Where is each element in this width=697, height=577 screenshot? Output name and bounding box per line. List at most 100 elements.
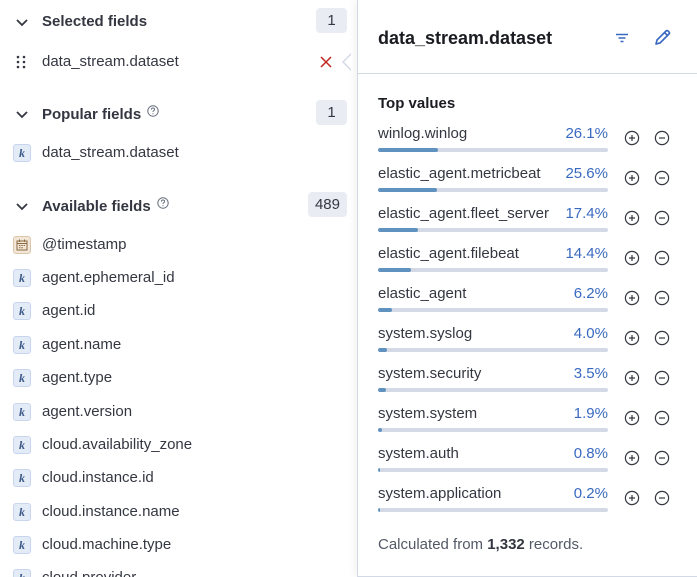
plus-in-circle-icon[interactable] (624, 330, 640, 346)
popular-fields-header[interactable]: Popular fields 1 (0, 100, 357, 130)
minus-in-circle-icon[interactable] (654, 490, 670, 506)
records-count: 1,332 (487, 536, 525, 553)
field-details-popover: data_stream.dataset Top values winlog.wi… (357, 0, 697, 577)
plus-in-circle-icon[interactable] (624, 210, 640, 226)
available-field-name[interactable]: agent.name (42, 336, 122, 353)
keyword-type-icon: k (13, 369, 31, 387)
top-value-percent: 6.2% (573, 285, 608, 302)
available-field-row[interactable]: k agent.version (0, 397, 357, 427)
available-field-name[interactable]: cloud.instance.id (42, 469, 154, 486)
top-value-label: elastic_agent.filebeat (378, 245, 519, 262)
top-value-bar-track (378, 268, 608, 272)
available-field-name[interactable]: agent.ephemeral_id (42, 269, 175, 286)
available-field-name[interactable]: cloud.machine.type (42, 536, 172, 553)
top-value-label: elastic_agent.fleet_server (378, 205, 549, 222)
available-field-row[interactable]: k agent.ephemeral_id (0, 263, 357, 293)
top-value-label: system.syslog (378, 325, 473, 342)
top-value-percent: 3.5% (573, 365, 608, 382)
available-field-row[interactable]: k cloud.availability_zone (0, 430, 357, 460)
records-summary-prefix: Calculated from (378, 536, 488, 553)
available-field-row[interactable]: k cloud.provider (0, 563, 357, 577)
popover-arrow-inner (344, 54, 352, 70)
available-field-name[interactable]: agent.id (42, 302, 96, 319)
chevron-down-icon[interactable] (14, 14, 30, 30)
chevron-down-icon[interactable] (14, 106, 30, 122)
top-value-bar-fill (378, 468, 380, 472)
top-value-bar-track (378, 188, 608, 192)
keyword-type-icon: k (13, 536, 31, 554)
drag-handle-icon[interactable] (15, 54, 27, 70)
top-value-percent: 4.0% (573, 325, 608, 342)
minus-in-circle-icon[interactable] (654, 210, 670, 226)
minus-in-circle-icon[interactable] (654, 450, 670, 466)
minus-in-circle-icon[interactable] (654, 250, 670, 266)
keyword-type-icon: k (13, 569, 31, 577)
available-field-name[interactable]: @timestamp (42, 236, 127, 253)
minus-in-circle-icon[interactable] (654, 170, 670, 186)
minus-in-circle-icon[interactable] (654, 130, 670, 146)
chevron-down-icon[interactable] (14, 198, 30, 214)
plus-in-circle-icon[interactable] (624, 290, 640, 306)
keyword-type-icon: k (13, 503, 31, 521)
selected-field-name[interactable]: data_stream.dataset (42, 53, 179, 70)
plus-in-circle-icon[interactable] (624, 130, 640, 146)
minus-in-circle-icon[interactable] (654, 330, 670, 346)
available-field-name[interactable]: cloud.provider (42, 569, 136, 577)
available-field-row[interactable]: k cloud.instance.name (0, 497, 357, 527)
selected-fields-count-badge: 1 (316, 8, 347, 33)
available-fields-title-text: Available fields (42, 198, 151, 215)
plus-in-circle-icon[interactable] (624, 370, 640, 386)
field-list-sidebar: Selected fields 1 data_stream.dataset Po… (0, 8, 357, 577)
available-field-name[interactable]: cloud.availability_zone (42, 436, 193, 453)
available-fields-header[interactable]: Available fields 489 (0, 192, 357, 222)
filter-icon[interactable] (614, 30, 630, 46)
calendar-icon (13, 236, 31, 254)
minus-in-circle-icon[interactable] (654, 410, 670, 426)
keyword-type-icon: k (13, 436, 31, 454)
available-field-row[interactable]: k agent.id (0, 296, 357, 326)
plus-in-circle-icon[interactable] (624, 170, 640, 186)
plus-in-circle-icon[interactable] (624, 490, 640, 506)
top-value-bar-track (378, 348, 608, 352)
top-value-bar-track (378, 468, 608, 472)
top-values-title: Top values (378, 95, 456, 112)
available-field-name[interactable]: agent.version (42, 403, 133, 420)
pencil-icon[interactable] (652, 28, 672, 48)
minus-in-circle-icon[interactable] (654, 290, 670, 306)
cross-icon[interactable] (318, 54, 334, 70)
top-value-bar-fill (378, 388, 387, 392)
top-value-row: elastic_agent.metricbeat 25.6% (378, 165, 697, 205)
popover-footer: Calculated from 1,332 records. (358, 521, 697, 577)
minus-in-circle-icon[interactable] (654, 370, 670, 386)
selected-field-row[interactable]: data_stream.dataset (0, 47, 357, 77)
top-value-row: system.security 3.5% (378, 365, 697, 405)
available-field-row[interactable]: k agent.name (0, 330, 357, 360)
popular-field-name[interactable]: data_stream.dataset (42, 144, 179, 161)
top-value-bar-track (378, 508, 608, 512)
selected-fields-header[interactable]: Selected fields 1 (0, 8, 357, 38)
top-value-bar-track (378, 228, 608, 232)
top-value-label: system.system (378, 405, 478, 422)
available-field-row[interactable]: k agent.type (0, 363, 357, 393)
available-field-name[interactable]: cloud.instance.name (42, 503, 180, 520)
keyword-type-icon: k (13, 144, 31, 162)
top-value-percent: 26.1% (565, 125, 608, 142)
top-value-bar-fill (378, 148, 439, 152)
plus-in-circle-icon[interactable] (624, 250, 640, 266)
popover-title: data_stream.dataset (378, 28, 553, 48)
available-fields-count-badge: 489 (307, 192, 347, 217)
popover-header: data_stream.dataset (358, 0, 697, 74)
plus-in-circle-icon[interactable] (624, 450, 640, 466)
available-field-row[interactable]: k cloud.instance.id (0, 463, 357, 493)
top-value-percent: 1.9% (573, 405, 608, 422)
available-field-row[interactable]: @timestamp (0, 230, 357, 260)
top-value-row: elastic_agent.filebeat 14.4% (378, 245, 697, 285)
question-circle-icon[interactable] (156, 197, 169, 209)
available-field-row[interactable]: k cloud.machine.type (0, 530, 357, 560)
top-value-label: winlog.winlog (378, 125, 468, 142)
popular-field-row[interactable]: k data_stream.dataset (0, 138, 357, 168)
keyword-type-icon: k (13, 302, 31, 320)
question-circle-icon[interactable] (147, 105, 159, 117)
plus-in-circle-icon[interactable] (624, 410, 640, 426)
available-field-name[interactable]: agent.type (42, 369, 113, 386)
